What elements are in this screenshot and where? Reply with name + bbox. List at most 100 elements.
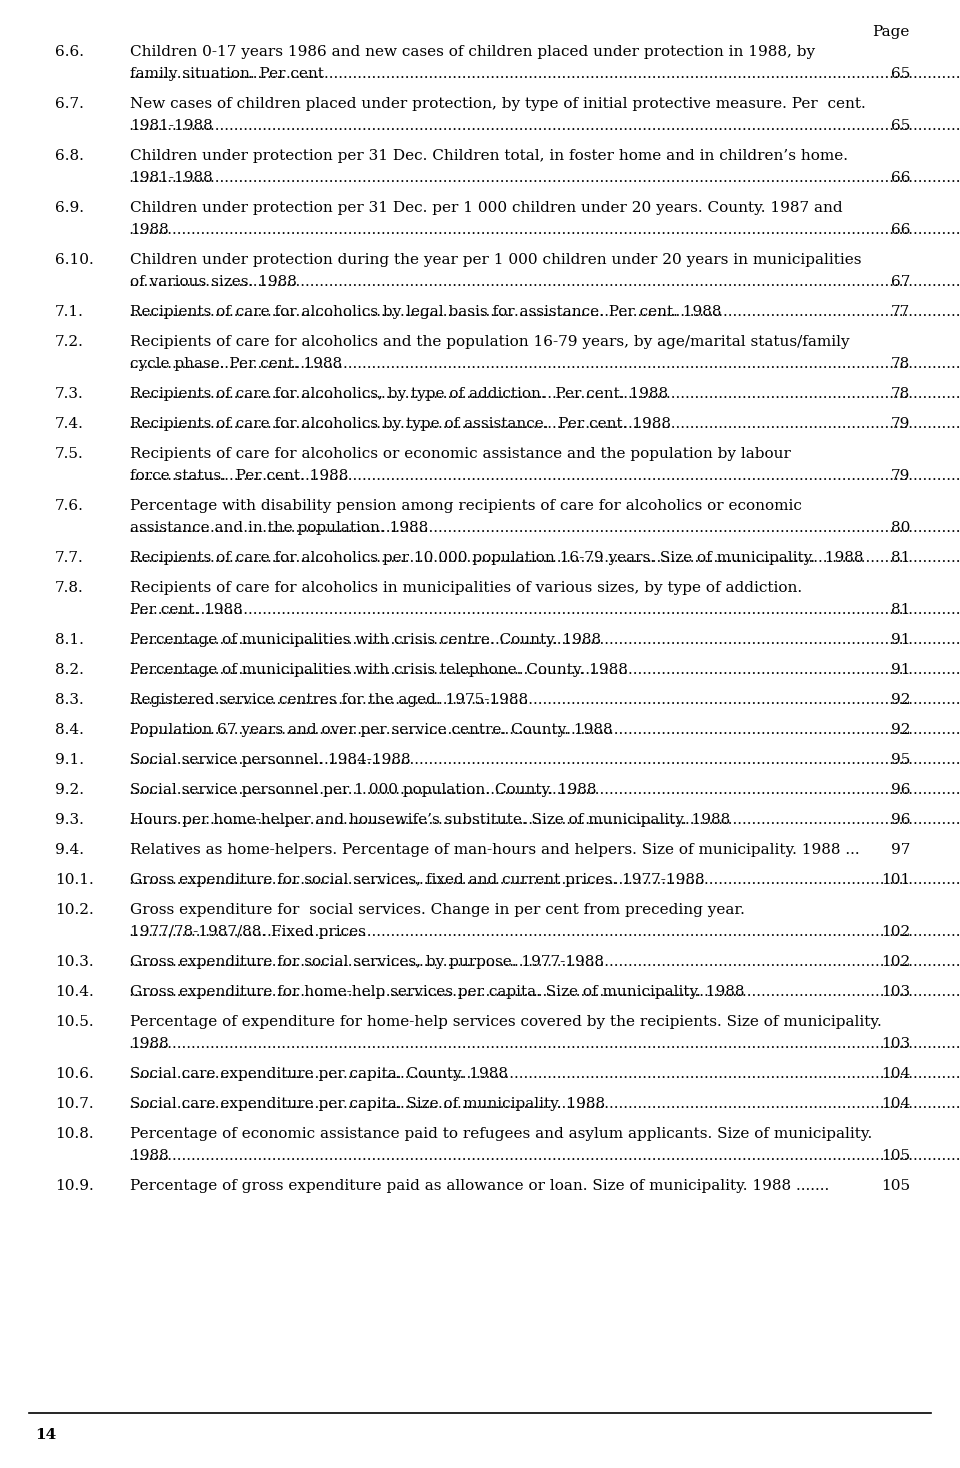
Text: ................................................................................: ........................................… (0, 873, 960, 887)
Text: family situation. Per cent: family situation. Per cent (130, 68, 324, 81)
Text: 10.4.: 10.4. (55, 985, 94, 1000)
Bar (0, 415, 130, 440)
Text: Social service personnel. 1984-1988: Social service personnel. 1984-1988 (130, 753, 411, 766)
Text: ................................................................................: ........................................… (0, 1067, 960, 1080)
Text: 8.2.: 8.2. (55, 664, 84, 677)
Text: assistance and in the population. 1988: assistance and in the population. 1988 (130, 521, 428, 534)
Text: 9.3.: 9.3. (55, 813, 84, 826)
Text: ................................................................................: ........................................… (0, 664, 960, 677)
Bar (0, 631, 130, 658)
Text: Gross expenditure for  social services. Change in per cent from preceding year.: Gross expenditure for social services. C… (130, 903, 745, 918)
Text: 10.5.: 10.5. (55, 1014, 94, 1029)
Text: 92: 92 (891, 724, 910, 737)
Text: 10.3.: 10.3. (55, 956, 94, 969)
Text: 105: 105 (881, 1179, 910, 1193)
Text: 6.8.: 6.8. (55, 148, 84, 163)
Text: ................................................................................: ........................................… (0, 468, 960, 483)
Bar (0, 721, 130, 747)
Bar (0, 385, 130, 411)
Text: Percentage of expenditure for home-help services covered by the recipients. Size: Percentage of expenditure for home-help … (130, 1014, 881, 1029)
Text: 102: 102 (880, 925, 910, 940)
Bar (0, 923, 130, 948)
Text: 65: 65 (891, 68, 910, 81)
Text: ................................................................................: ........................................… (0, 1149, 960, 1163)
Text: 1981-1988: 1981-1988 (130, 170, 213, 185)
Text: Recipients of care for alcoholics per 10 000 population 16-79 years. Size of mun: Recipients of care for alcoholics per 10… (130, 550, 863, 565)
Text: ................................................................................: ........................................… (0, 693, 960, 708)
Bar (0, 520, 130, 545)
Bar (0, 355, 130, 382)
Bar (0, 1035, 130, 1061)
Text: ................................................................................: ........................................… (0, 1097, 960, 1111)
Bar (0, 1064, 130, 1091)
Text: cycle phase. Per cent. 1988: cycle phase. Per cent. 1988 (130, 357, 342, 371)
Text: ................................................................................: ........................................… (0, 275, 960, 289)
Text: Children under protection during the year per 1 000 children under 20 years in m: Children under protection during the yea… (130, 252, 861, 267)
Bar (0, 549, 130, 575)
Bar (0, 984, 130, 1009)
Text: ................................................................................: ........................................… (0, 170, 960, 185)
Bar (0, 810, 130, 837)
Text: 103: 103 (881, 1036, 910, 1051)
Text: Gross expenditure for social services, by purpose. 1977-1988: Gross expenditure for social services, b… (130, 956, 604, 969)
Text: 92: 92 (891, 693, 910, 708)
Bar (0, 661, 130, 687)
Text: 10.1.: 10.1. (55, 873, 94, 887)
Text: Social service personnel per 1 000 population. County. 1988: Social service personnel per 1 000 popul… (130, 782, 596, 797)
Text: ................................................................................: ........................................… (0, 782, 960, 797)
Text: 7.7.: 7.7. (55, 550, 84, 565)
Bar (0, 169, 130, 195)
Text: 80: 80 (891, 521, 910, 534)
Bar (0, 222, 130, 247)
Text: force status.  Per cent. 1988: force status. Per cent. 1988 (130, 468, 348, 483)
Text: Percentage of municipalities with crisis centre. County. 1988: Percentage of municipalities with crisis… (130, 633, 601, 647)
Text: 104: 104 (880, 1067, 910, 1080)
Text: Recipients of care for alcoholics by legal basis for assistance. Per cent. 1988: Recipients of care for alcoholics by leg… (130, 305, 722, 319)
Text: Percentage with disability pension among recipients of care for alcoholics or ec: Percentage with disability pension among… (130, 499, 802, 512)
Text: 8.3.: 8.3. (55, 693, 84, 708)
Text: 66: 66 (891, 223, 910, 236)
Text: 81: 81 (891, 603, 910, 617)
Bar (0, 1147, 130, 1173)
Text: 105: 105 (881, 1149, 910, 1163)
Text: 14: 14 (35, 1428, 57, 1442)
Text: 7.6.: 7.6. (55, 499, 84, 512)
Text: 1988: 1988 (130, 1149, 169, 1163)
Text: 6.10.: 6.10. (55, 252, 94, 267)
Text: 6.7.: 6.7. (55, 97, 84, 112)
Text: Percentage of economic assistance paid to refugees and asylum applicants. Size o: Percentage of economic assistance paid t… (130, 1127, 873, 1141)
Text: 97: 97 (891, 843, 910, 857)
Bar (0, 600, 130, 627)
Text: Population 67 years and over per service centre. County. 1988: Population 67 years and over per service… (130, 724, 612, 737)
Text: Recipients of care for alcoholics or economic assistance and the population by l: Recipients of care for alcoholics or eco… (130, 446, 791, 461)
Text: Recipients of care for alcoholics in municipalities of various sizes, by type of: Recipients of care for alcoholics in mun… (130, 581, 803, 595)
Text: 10.2.: 10.2. (55, 903, 94, 918)
Bar (0, 302, 130, 329)
Text: Children under protection per 31 Dec. Children total, in foster home and in chil: Children under protection per 31 Dec. Ch… (130, 148, 848, 163)
Text: 101: 101 (880, 873, 910, 887)
Text: 91: 91 (891, 633, 910, 647)
Text: 103: 103 (881, 985, 910, 1000)
Text: ................................................................................: ........................................… (0, 68, 960, 81)
Text: ................................................................................: ........................................… (0, 417, 960, 432)
Text: 8.1.: 8.1. (55, 633, 84, 647)
Text: Recipients of care for alcoholics, by type of addiction.  Per cent. 1988: Recipients of care for alcoholics, by ty… (130, 388, 668, 401)
Text: Recipients of care for alcoholics and the population 16-79 years, by age/marital: Recipients of care for alcoholics and th… (130, 335, 850, 349)
Text: 77: 77 (891, 305, 910, 319)
Text: 96: 96 (891, 813, 910, 826)
Text: 10.6.: 10.6. (55, 1067, 94, 1080)
Text: 6.6.: 6.6. (55, 46, 84, 59)
Text: 1988: 1988 (130, 223, 169, 236)
Text: ................................................................................: ........................................… (0, 119, 960, 134)
Text: Children 0-17 years 1986 and new cases of children placed under protection in 19: Children 0-17 years 1986 and new cases o… (130, 46, 815, 59)
Text: Percentage of municipalities with crisis telephone. County. 1988: Percentage of municipalities with crisis… (130, 664, 628, 677)
Text: 10.9.: 10.9. (55, 1179, 94, 1193)
Text: 95: 95 (891, 753, 910, 766)
Text: ................................................................................: ........................................… (0, 1036, 960, 1051)
Text: 10.8.: 10.8. (55, 1127, 94, 1141)
Text: ................................................................................: ........................................… (0, 956, 960, 969)
Text: 7.4.: 7.4. (55, 417, 84, 432)
Text: Page: Page (873, 25, 910, 40)
Text: Relatives as home-helpers. Percentage of man-hours and helpers. Size of municipa: Relatives as home-helpers. Percentage of… (130, 843, 859, 857)
Text: ................................................................................: ........................................… (0, 724, 960, 737)
